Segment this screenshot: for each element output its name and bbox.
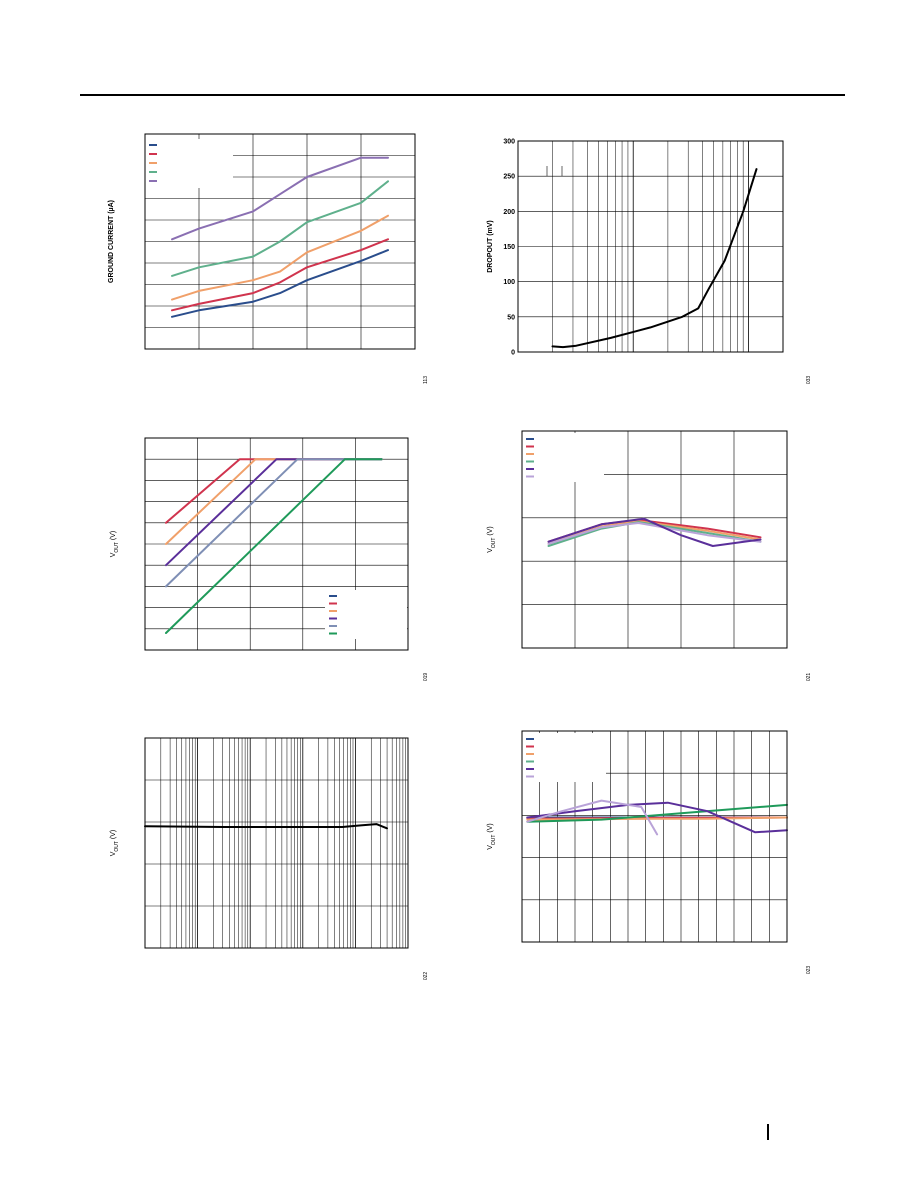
y-tick-label: 50: [507, 314, 515, 321]
y-axis-label: VOUT (V): [110, 531, 120, 558]
y-tick-label: 150: [503, 244, 515, 251]
header-rule: [80, 94, 845, 96]
plot-frame: [517, 140, 784, 353]
series-line-lavender: [526, 799, 659, 836]
chart-4: VOUT (V) 021: [487, 430, 812, 682]
figure-id: 023: [806, 966, 812, 975]
series-line-lavender: [547, 522, 762, 545]
series-line-dark_purple: [526, 801, 788, 834]
y-tick-label: 250: [503, 174, 515, 181]
chart-3: VOUT (V) 019: [110, 437, 429, 682]
legend-box: [522, 433, 604, 482]
y-axis-label: VOUT (V): [110, 830, 120, 857]
y-tick-label: 300: [503, 139, 515, 146]
y-axis-label: DROPOUT (mV): [487, 220, 494, 273]
figure-id: 022: [423, 972, 429, 981]
series-line-teal: [171, 180, 389, 277]
y-tick-label: 100: [503, 279, 515, 286]
figure-id: 021: [806, 673, 812, 682]
y-axis-label: VOUT (V): [487, 526, 497, 553]
y-axis-label: GROUND CURRENT (µA): [108, 200, 115, 283]
series-line-black: [144, 823, 388, 830]
plot-frame: [521, 430, 788, 649]
footer-page-marker: [767, 1124, 769, 1140]
plot-frame: [144, 437, 409, 651]
series-line-orange: [171, 214, 389, 301]
chart-6: VOUT (V) 023: [487, 730, 812, 975]
series-line-purple: [171, 156, 389, 241]
chart-1: GROUND CURRENT (µA) 113: [108, 133, 429, 384]
legend-box: [145, 139, 233, 188]
series-line-dark_purple: [547, 517, 762, 547]
series-line-green: [526, 803, 788, 823]
chart-5: VOUT (V) 022: [110, 737, 429, 981]
legend-box: [522, 733, 606, 782]
plot-frame: [521, 730, 788, 943]
chart2-extra-ticks: [546, 166, 563, 176]
series-line-crimson: [171, 238, 389, 312]
plot-frame: [144, 133, 416, 350]
figure-id: 019: [423, 673, 429, 682]
chart-2: DROPOUT (mV) 0 50 100 150 200 250 300 033: [487, 139, 812, 385]
figure-id: 113: [423, 376, 429, 384]
plot-frame: [144, 737, 409, 949]
series-line-navy: [171, 249, 389, 318]
legend-box: [325, 590, 407, 639]
series-line-green: [165, 458, 383, 634]
series-line-black: [551, 168, 758, 349]
y-tick-label: 200: [503, 209, 515, 216]
y-tick-label: 0: [511, 350, 515, 357]
y-axis-label: VOUT (V): [487, 823, 497, 850]
figure-id: 033: [806, 376, 812, 385]
